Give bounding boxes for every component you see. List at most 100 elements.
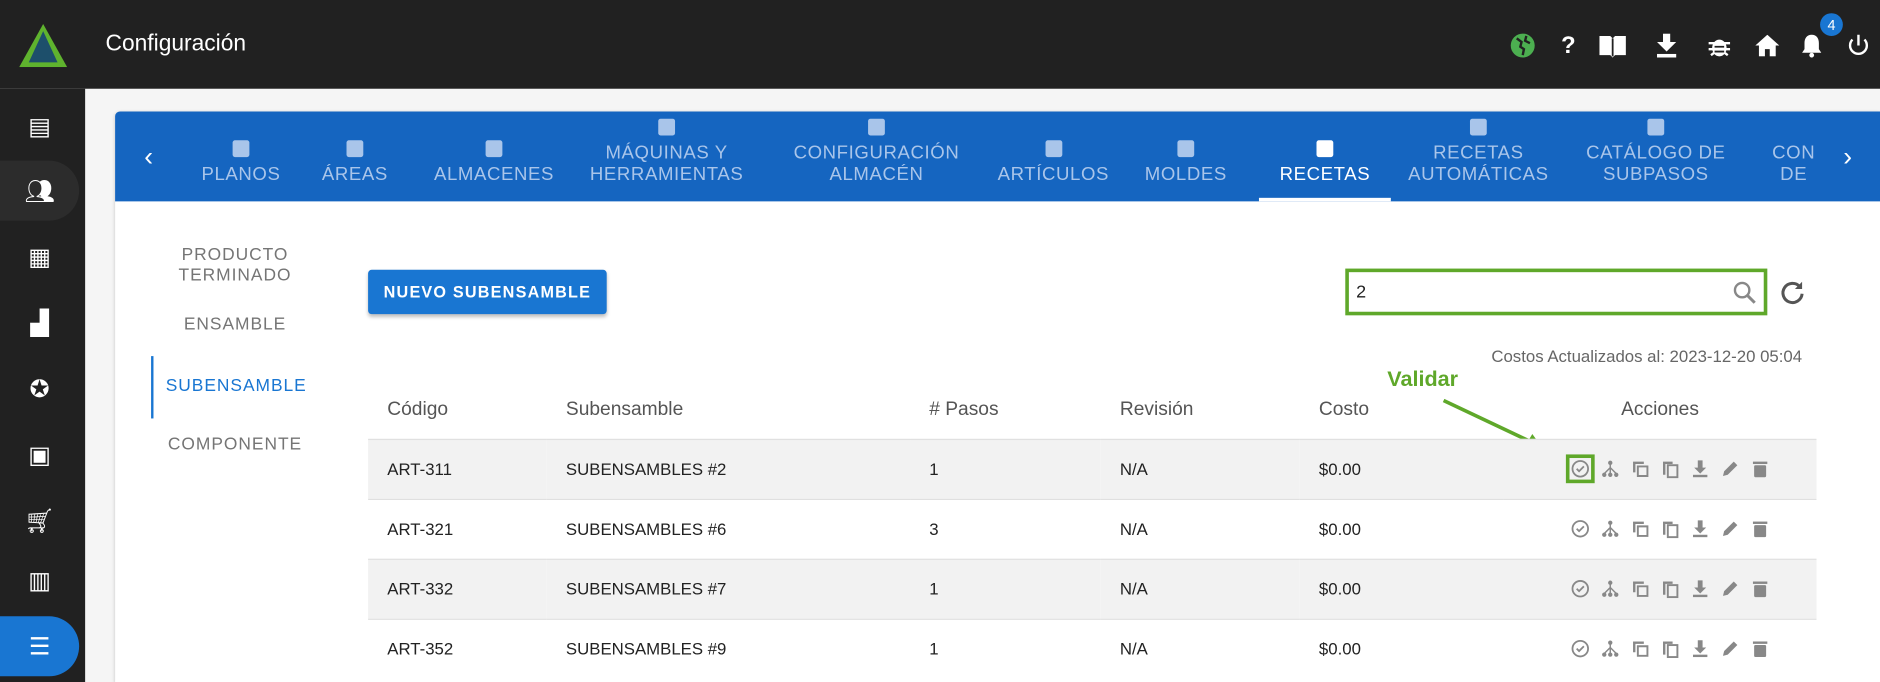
tab-label: AUTOMÁTICAS (1408, 164, 1549, 185)
tree-icon[interactable] (1600, 459, 1619, 478)
col-acciones: Acciones (1621, 399, 1699, 420)
validate-icon[interactable] (1570, 519, 1589, 538)
tab-bar: ‹ PLANOS ÁREAS ALMACENES MÁQUINAS Y HERRAMIE… (115, 111, 1880, 202)
warehouse-icon[interactable]: ▦ (28, 243, 51, 271)
col-subensamble[interactable]: Subensamble (565, 399, 684, 420)
download-icon[interactable] (1690, 519, 1709, 538)
dashboard-icon[interactable]: ▤ (28, 113, 51, 140)
copy-into-icon[interactable] (1630, 519, 1649, 538)
tab-catálogo-de-subpasos[interactable]: CATÁLOGO DE SUBPASOS (1572, 112, 1740, 202)
copy-into-icon[interactable] (1630, 459, 1649, 478)
cell-acciones (1503, 558, 1817, 619)
download-icon[interactable] (1652, 31, 1681, 60)
factory-icon[interactable]: ▟ (30, 309, 49, 337)
table-row[interactable]: ART-352 SUBENSAMBLES #9 1 N/A $0.00 (368, 618, 1817, 679)
help-icon[interactable]: ? (1560, 31, 1576, 59)
globe-icon[interactable] (1508, 31, 1537, 60)
duplicate-icon[interactable] (1660, 579, 1679, 599)
subnav-producto-terminado[interactable]: PRODUCTO TERMINADO (151, 246, 319, 287)
home-icon[interactable] (1753, 31, 1782, 60)
copy-into-icon[interactable] (1630, 639, 1649, 658)
edit-icon[interactable] (1720, 639, 1739, 658)
register-icon[interactable]: ▥ (28, 567, 51, 595)
cart-icon[interactable]: 🛒︎ (24, 507, 55, 535)
tab-con-de[interactable]: CON DE (1758, 112, 1830, 202)
bell-icon[interactable] (1797, 31, 1826, 60)
toolbox-icon[interactable]: ▣ (28, 441, 51, 469)
power-icon[interactable] (1844, 31, 1873, 60)
delete-icon[interactable] (1750, 579, 1769, 598)
table-row[interactable]: ART-311 SUBENSAMBLES #2 1 N/A $0.00 (368, 438, 1817, 499)
machine-icon (658, 118, 676, 136)
col-codigo[interactable]: Código (387, 399, 449, 420)
tab-máquinas-y-herramientas[interactable]: MÁQUINAS Y HERRAMIENTAS (565, 112, 769, 202)
logo-icon (19, 23, 68, 68)
tab-recetas[interactable]: RECETAS (1258, 112, 1391, 202)
tab-label: CATÁLOGO DE (1586, 142, 1726, 164)
tab-label: ALMACENES (433, 164, 555, 185)
tab-áreas[interactable]: ÁREAS (303, 112, 406, 202)
cell-pasos: 1 (910, 438, 1101, 499)
tab-planos[interactable]: PLANOS (181, 112, 301, 202)
search-icon[interactable] (1733, 280, 1757, 304)
edit-icon[interactable] (1720, 459, 1739, 478)
subnav-componente[interactable]: COMPONENTE (151, 435, 319, 455)
cell-acciones (1503, 438, 1817, 499)
copy-into-icon[interactable] (1630, 579, 1649, 598)
download-icon[interactable] (1690, 639, 1709, 658)
subnav-label: COMPONENTE (167, 435, 303, 455)
bug-icon[interactable] (1705, 31, 1734, 60)
subnav-label: SUBENSAMBLE (165, 376, 307, 396)
badge-icon[interactable]: ✪ (29, 375, 50, 403)
search-field[interactable] (1345, 268, 1768, 316)
tab-artículos[interactable]: ARTÍCULOS (984, 112, 1122, 202)
tab-label: PLANOS (201, 164, 281, 185)
cell-costo: $0.00 (1299, 618, 1504, 679)
search-input[interactable] (1356, 281, 1733, 303)
cell-revision: N/A (1100, 438, 1300, 499)
tree-icon[interactable] (1600, 579, 1619, 598)
tab-configuración-almacén[interactable]: CONFIGURACIÓN ALMACÉN (775, 112, 979, 202)
cell-costo: $0.00 (1299, 498, 1504, 559)
users-icon[interactable]: 👥︎ (0, 160, 80, 221)
tab-label: MOLDES (1144, 164, 1227, 185)
download-icon[interactable] (1690, 459, 1709, 478)
chevron-left-icon[interactable]: ‹ (144, 140, 154, 171)
settings-sliders-icon[interactable]: ☰ (0, 616, 80, 677)
duplicate-icon[interactable] (1660, 519, 1679, 539)
subnav-label: ENSAMBLE (183, 315, 287, 335)
new-subensamble-button[interactable]: NUEVO SUBENSAMBLE (368, 269, 607, 315)
subnav-subensamble[interactable]: SUBENSAMBLE (151, 356, 319, 419)
validate-icon[interactable] (1570, 639, 1589, 658)
cell-revision: N/A (1100, 558, 1300, 619)
edit-icon[interactable] (1720, 519, 1739, 538)
table-row[interactable]: ART-332 SUBENSAMBLES #7 1 N/A $0.00 (368, 558, 1817, 619)
validate-icon[interactable] (1570, 579, 1589, 598)
delete-icon[interactable] (1750, 519, 1769, 538)
subnav-label: TERMINADO (178, 266, 292, 286)
download-icon[interactable] (1690, 579, 1709, 598)
tab-recetas-automáticas[interactable]: RECETAS AUTOMÁTICAS (1394, 112, 1562, 202)
tree-icon[interactable] (1600, 639, 1619, 658)
chevron-right-icon[interactable]: › (1843, 140, 1853, 171)
duplicate-icon[interactable] (1660, 459, 1679, 479)
cell-costo: $0.00 (1299, 558, 1504, 619)
duplicate-icon[interactable] (1660, 639, 1679, 659)
tab-moldes[interactable]: MOLDES (1134, 112, 1237, 202)
col-costo[interactable]: Costo (1318, 399, 1370, 420)
table-row[interactable]: ART-321 SUBENSAMBLES #6 3 N/A $0.00 (368, 498, 1817, 559)
refresh-icon[interactable] (1779, 279, 1805, 305)
col-revision[interactable]: Revisión (1119, 399, 1194, 420)
subnav-ensamble[interactable]: ENSAMBLE (151, 315, 319, 335)
tab-label: SUBPASOS (1602, 164, 1709, 185)
tree-icon[interactable] (1600, 519, 1619, 538)
cell-subensamble: SUBENSAMBLES #9 (546, 618, 911, 679)
edit-icon[interactable] (1720, 579, 1739, 598)
book-icon[interactable] (1598, 31, 1627, 60)
tab-almacenes[interactable]: ALMACENES (422, 112, 566, 202)
validate-icon[interactable] (1565, 454, 1595, 484)
delete-icon[interactable] (1750, 639, 1769, 658)
col-pasos[interactable]: # Pasos (929, 399, 999, 420)
delete-icon[interactable] (1750, 459, 1769, 478)
validar-annotation: Validar (1387, 366, 1459, 391)
